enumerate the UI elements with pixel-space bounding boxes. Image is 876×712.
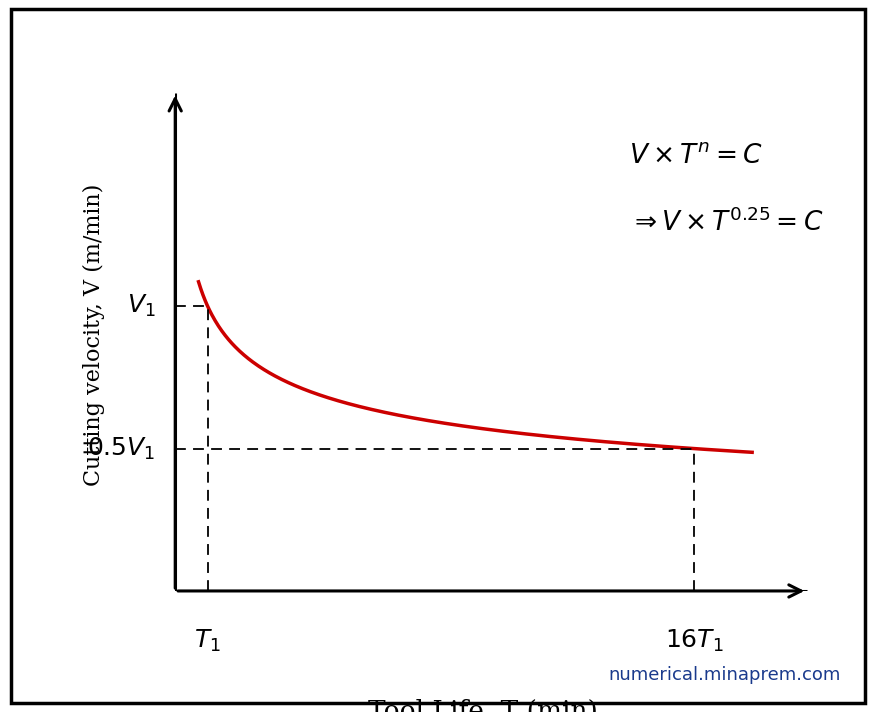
Text: Cutting velocity, V (m/min): Cutting velocity, V (m/min) [83,184,105,486]
Text: $16T_1$: $16T_1$ [665,628,723,654]
Text: $\Rightarrow V \times T^{0.25} =  C$: $\Rightarrow V \times T^{0.25} = C$ [629,208,823,236]
Text: $V \times T^{n} =  C$: $V \times T^{n} = C$ [629,142,763,168]
Text: $T_1$: $T_1$ [194,628,221,654]
Text: Tool Life, T (min): Tool Life, T (min) [368,699,598,712]
Text: $V_1$: $V_1$ [127,293,156,319]
Text: numerical.minaprem.com: numerical.minaprem.com [609,666,841,684]
Text: $0.5V_1$: $0.5V_1$ [88,436,156,461]
